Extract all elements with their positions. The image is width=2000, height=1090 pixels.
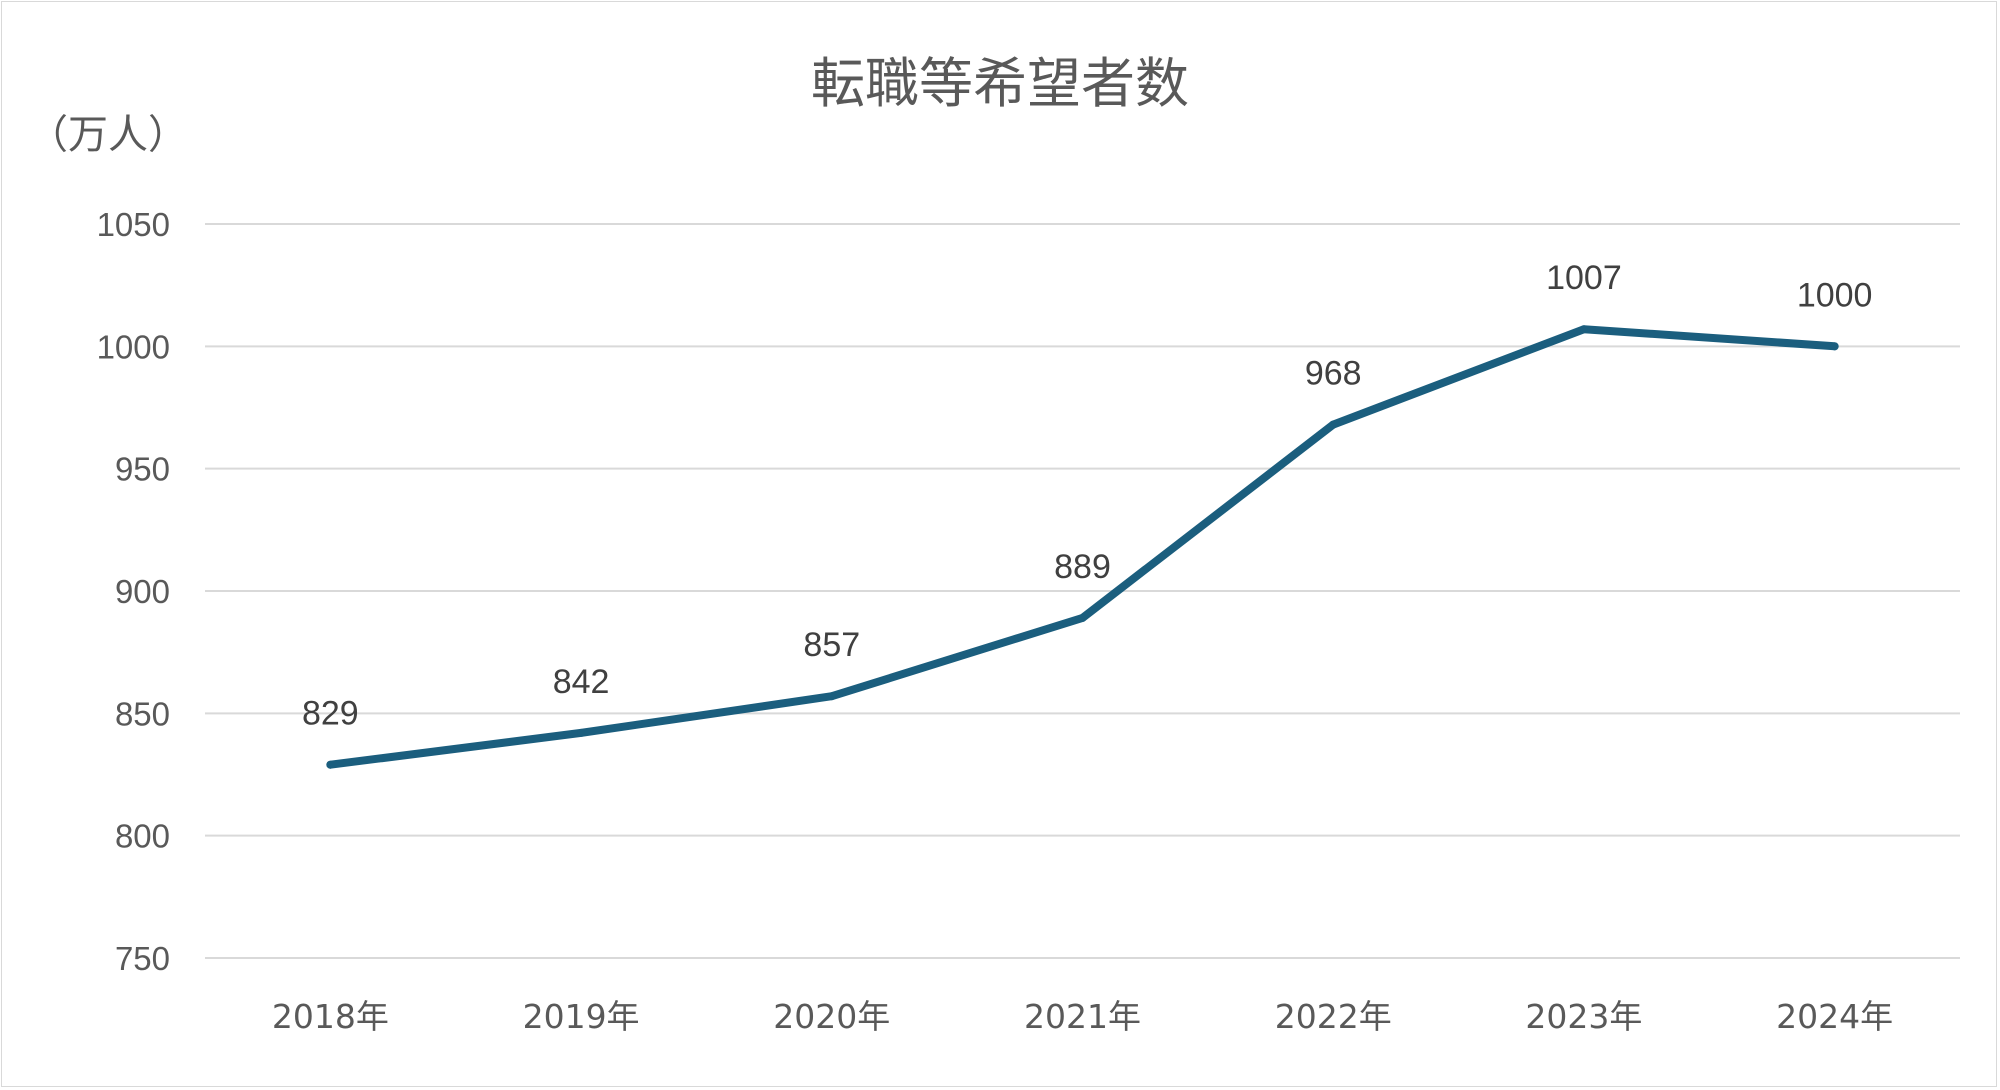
data-point xyxy=(1580,325,1588,333)
chart-title: 転職等希望者数 xyxy=(811,52,1189,115)
y-axis-unit-label: （万人） xyxy=(28,112,188,158)
x-tick-label: 2018年 xyxy=(272,997,389,1036)
y-tick-label: 950 xyxy=(115,451,170,488)
y-tick-label: 850 xyxy=(115,695,170,732)
x-tick-label: 2021年 xyxy=(1024,997,1141,1036)
data-label: 889 xyxy=(1054,548,1111,586)
x-tick-label: 2023年 xyxy=(1525,997,1642,1036)
y-tick-label: 800 xyxy=(115,818,170,855)
data-label: 829 xyxy=(302,695,359,733)
y-tick-label: 1050 xyxy=(97,206,170,243)
x-tick-label: 2020年 xyxy=(773,997,890,1036)
data-point xyxy=(1329,421,1337,429)
y-tick-label: 1000 xyxy=(97,328,170,365)
data-label: 842 xyxy=(553,663,610,701)
x-tick-label: 2019年 xyxy=(523,997,640,1036)
data-label: 857 xyxy=(803,626,860,664)
x-axis-tick-labels: 2018年 2019年 2020年 2021年 2022年 2023年 2024年 xyxy=(272,997,1893,1036)
data-label: 1000 xyxy=(1797,276,1873,314)
data-point xyxy=(1831,342,1839,350)
y-tick-label: 750 xyxy=(115,940,170,977)
data-point xyxy=(828,692,836,700)
y-tick-label: 900 xyxy=(115,573,170,610)
data-label: 1007 xyxy=(1546,259,1622,297)
y-axis-tick-labels: 750 800 850 900 950 1000 1050 xyxy=(97,206,170,977)
data-point xyxy=(1079,614,1087,622)
x-tick-label: 2022年 xyxy=(1275,997,1392,1036)
data-point xyxy=(326,761,334,769)
x-tick-label: 2024年 xyxy=(1776,997,1893,1036)
data-point xyxy=(577,729,585,737)
data-label: 968 xyxy=(1305,355,1362,393)
